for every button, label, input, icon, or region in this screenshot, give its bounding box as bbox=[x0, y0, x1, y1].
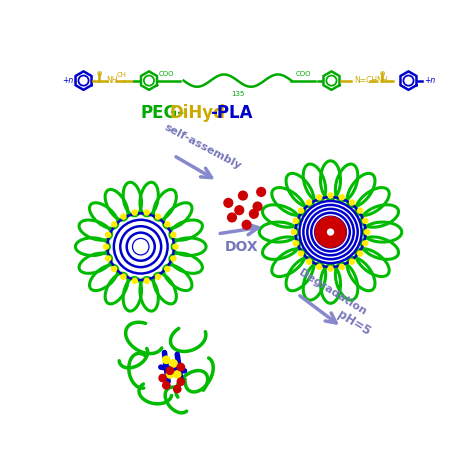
Text: CH: CH bbox=[117, 72, 127, 78]
Text: O: O bbox=[380, 71, 385, 77]
Circle shape bbox=[299, 251, 303, 256]
Circle shape bbox=[299, 208, 303, 213]
Text: -PLA: -PLA bbox=[210, 104, 253, 122]
Circle shape bbox=[170, 360, 177, 367]
Circle shape bbox=[357, 208, 363, 213]
Circle shape bbox=[166, 371, 173, 378]
Circle shape bbox=[173, 371, 181, 378]
Circle shape bbox=[249, 210, 258, 218]
Circle shape bbox=[224, 199, 233, 207]
Circle shape bbox=[111, 266, 117, 272]
Circle shape bbox=[132, 278, 137, 283]
Text: pH=5: pH=5 bbox=[336, 308, 373, 338]
Text: O: O bbox=[96, 71, 101, 77]
Circle shape bbox=[349, 200, 355, 205]
Circle shape bbox=[314, 216, 346, 248]
Circle shape bbox=[163, 382, 170, 389]
Text: +n: +n bbox=[424, 76, 435, 85]
Circle shape bbox=[163, 356, 170, 364]
Circle shape bbox=[349, 259, 355, 264]
Circle shape bbox=[106, 256, 111, 261]
Text: PEG-: PEG- bbox=[140, 104, 184, 122]
Circle shape bbox=[363, 241, 368, 246]
Circle shape bbox=[327, 228, 334, 236]
Circle shape bbox=[253, 202, 262, 211]
Circle shape bbox=[328, 266, 333, 271]
Text: NH: NH bbox=[107, 76, 118, 85]
Circle shape bbox=[328, 193, 333, 198]
Text: +n: +n bbox=[62, 76, 73, 85]
Circle shape bbox=[177, 378, 184, 385]
Circle shape bbox=[339, 264, 344, 269]
Circle shape bbox=[235, 206, 244, 215]
Circle shape bbox=[173, 385, 181, 392]
Circle shape bbox=[317, 264, 322, 269]
Circle shape bbox=[363, 218, 368, 223]
Circle shape bbox=[144, 278, 149, 283]
Circle shape bbox=[177, 364, 184, 371]
Circle shape bbox=[111, 222, 117, 227]
Circle shape bbox=[357, 251, 363, 256]
Circle shape bbox=[165, 266, 170, 272]
Circle shape bbox=[365, 229, 370, 235]
Circle shape bbox=[238, 191, 247, 200]
Circle shape bbox=[292, 229, 297, 235]
Circle shape bbox=[106, 232, 111, 237]
Text: N=CH: N=CH bbox=[355, 76, 378, 85]
Circle shape bbox=[293, 218, 298, 223]
Circle shape bbox=[317, 195, 322, 200]
Circle shape bbox=[159, 374, 166, 382]
Circle shape bbox=[144, 210, 149, 215]
Text: 135: 135 bbox=[231, 91, 244, 97]
Circle shape bbox=[257, 188, 265, 196]
Text: NH: NH bbox=[376, 76, 388, 85]
Circle shape bbox=[293, 241, 298, 246]
Text: DOX: DOX bbox=[224, 240, 258, 254]
Circle shape bbox=[121, 274, 126, 279]
Circle shape bbox=[121, 214, 126, 219]
Text: Degradation: Degradation bbox=[297, 267, 368, 317]
Circle shape bbox=[173, 244, 178, 249]
Circle shape bbox=[228, 213, 237, 222]
Circle shape bbox=[307, 200, 311, 205]
Circle shape bbox=[165, 222, 170, 227]
Circle shape bbox=[155, 274, 161, 279]
Text: DiHyd: DiHyd bbox=[169, 104, 225, 122]
Circle shape bbox=[307, 259, 311, 264]
Circle shape bbox=[155, 214, 161, 219]
Circle shape bbox=[171, 256, 176, 261]
Circle shape bbox=[171, 232, 176, 237]
Text: COO: COO bbox=[295, 71, 311, 77]
Circle shape bbox=[242, 220, 251, 229]
Circle shape bbox=[133, 239, 148, 254]
Circle shape bbox=[103, 244, 109, 249]
Circle shape bbox=[166, 367, 173, 374]
Circle shape bbox=[339, 195, 344, 200]
Text: COO: COO bbox=[159, 71, 174, 77]
Circle shape bbox=[132, 210, 137, 215]
Text: self-assembly: self-assembly bbox=[163, 122, 243, 171]
